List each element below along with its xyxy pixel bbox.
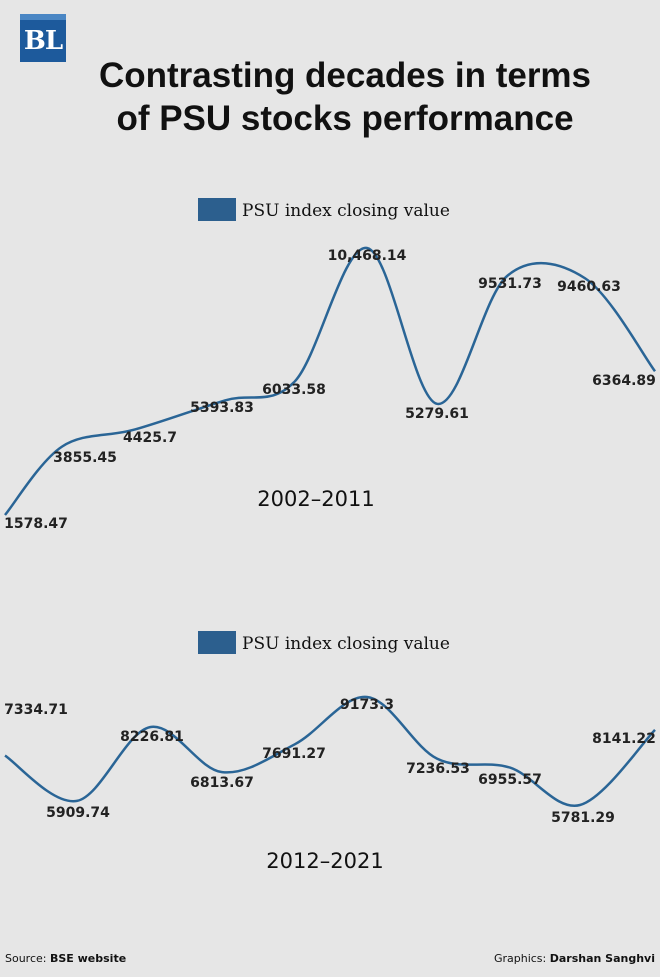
data-label-2-1: 7334.71 xyxy=(4,702,68,718)
data-label-1-10: 6364.89 xyxy=(592,373,656,389)
data-label-1-9: 9460.63 xyxy=(557,279,621,295)
series-line-2 xyxy=(4,695,656,807)
brand-logo: BL xyxy=(20,14,66,62)
data-label-2-2: 5909.74 xyxy=(46,805,110,821)
legend-swatch-2 xyxy=(198,631,236,654)
data-label-2-9: 5781.29 xyxy=(551,810,615,826)
data-label-1-1: 1578.47 xyxy=(4,516,68,532)
series-line-1 xyxy=(4,246,656,516)
chart-title: Contrasting decades in terms of PSU stoc… xyxy=(0,54,660,140)
data-label-1-8: 9531.73 xyxy=(478,276,542,292)
data-label-1-7: 5279.61 xyxy=(405,406,469,422)
data-label-1-3: 4425.7 xyxy=(123,430,177,446)
data-label-1-2: 3855.45 xyxy=(53,450,117,466)
title-line-2: of PSU stocks performance xyxy=(116,99,574,138)
source-note: Source: BSE website xyxy=(5,952,126,965)
data-label-1-6: 10,468.14 xyxy=(328,248,407,264)
data-label-2-4: 6813.67 xyxy=(190,775,254,791)
data-label-2-5: 7691.27 xyxy=(262,746,326,762)
data-label-2-8: 6955.57 xyxy=(478,772,542,788)
credit-prefix: Graphics: xyxy=(493,952,550,965)
data-label-2-10: 8141.22 xyxy=(592,731,656,747)
data-label-2-7: 7236.53 xyxy=(406,761,470,777)
source-name: BSE website xyxy=(49,952,127,965)
data-label-2-6: 9173.3 xyxy=(340,697,394,713)
period-annotation-1: 2002–2011 xyxy=(257,487,374,511)
data-label-2-3: 8226.81 xyxy=(120,729,184,745)
legend-swatch-1 xyxy=(198,198,236,221)
period-annotation-2: 2012–2021 xyxy=(266,849,383,873)
title-line-1: Contrasting decades in terms xyxy=(98,56,592,95)
legend-label-1: PSU index closing value xyxy=(242,201,450,221)
credit-name: Darshan Sanghvi xyxy=(549,952,655,965)
source-prefix: Source: xyxy=(5,952,50,965)
charts-canvas: PSU index closing value 1578.47 3855.45 442… xyxy=(4,198,656,873)
graphics-credit: Graphics: Darshan Sanghvi xyxy=(494,952,655,965)
data-label-1-5: 6033.58 xyxy=(262,382,326,398)
legend-label-2: PSU index closing value xyxy=(242,634,450,654)
data-label-1-4: 5393.83 xyxy=(190,400,254,416)
